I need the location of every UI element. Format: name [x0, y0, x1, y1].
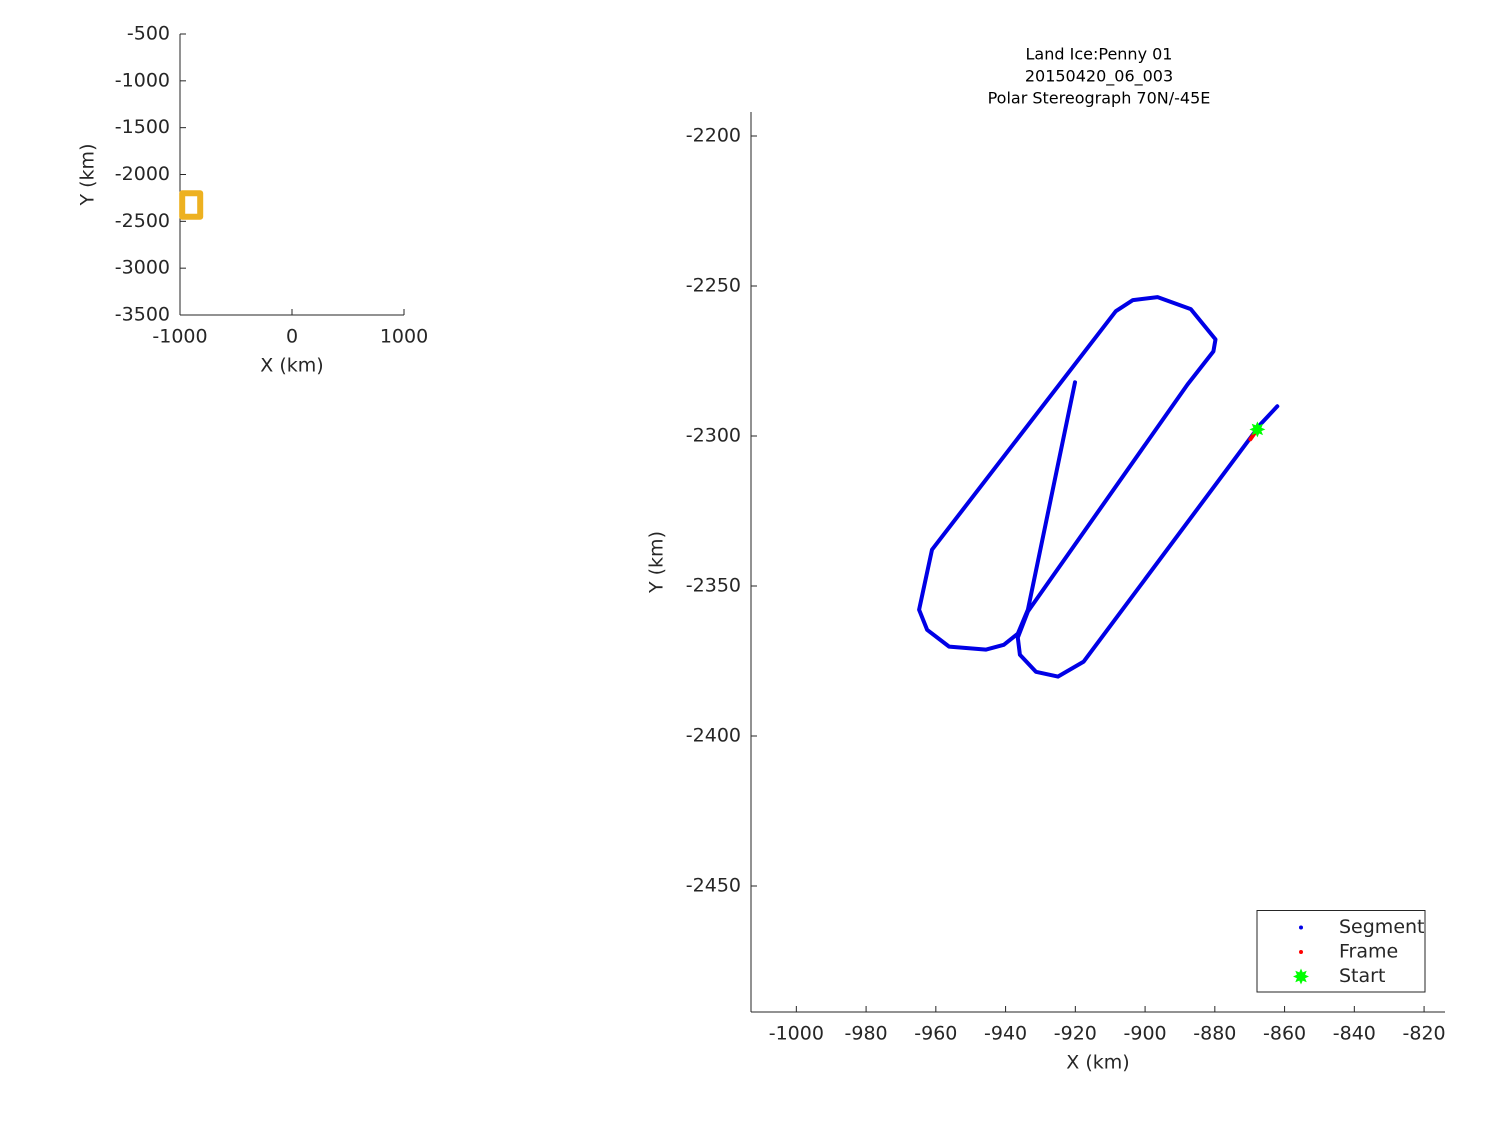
- y-tick-label: -2450: [686, 875, 741, 897]
- y-tick-label: -2250: [686, 275, 741, 297]
- track-line: [917, 295, 1280, 679]
- y-tick-label: -1500: [115, 116, 170, 138]
- x-tick-label: -900: [1124, 1023, 1167, 1045]
- x-axis-label: X (km): [1066, 1052, 1129, 1074]
- y-tick-label: -2300: [686, 425, 741, 447]
- y-tick-label: -2400: [686, 725, 741, 747]
- x-tick-label: -980: [845, 1023, 888, 1045]
- y-tick-label: -500: [127, 23, 170, 45]
- x-tick-label: -880: [1193, 1023, 1236, 1045]
- legend-marker: [1293, 968, 1309, 985]
- track-line: [179, 190, 204, 220]
- legend-label: Segment: [1339, 916, 1425, 938]
- x-tick-label: -960: [914, 1023, 957, 1045]
- x-tick-label: -1000: [152, 326, 207, 348]
- x-tick-label: -940: [984, 1023, 1027, 1045]
- y-tick-label: -2350: [686, 575, 741, 597]
- x-tick-label: -1000: [769, 1023, 824, 1045]
- chart-title: Polar Stereograph 70N/-45E: [988, 89, 1211, 108]
- plot: -1000 -980 -960 -940 -920 -900 -880 -860 -840 -82…: [646, 45, 1446, 1074]
- y-tick-label: -1000: [115, 69, 170, 91]
- legend-label: Start: [1339, 965, 1385, 987]
- x-tick-label: -840: [1333, 1023, 1376, 1045]
- y-tick-label: -2000: [115, 163, 170, 185]
- chart-title: 20150420_06_003: [1025, 67, 1173, 87]
- x-tick-label: -860: [1263, 1023, 1306, 1045]
- x-tick-label: -820: [1403, 1023, 1446, 1045]
- legend-marker: [1299, 950, 1303, 954]
- y-tick-label: -3000: [115, 257, 170, 279]
- y-axis-label: Y (km): [646, 531, 668, 594]
- legend-box: [1256, 910, 1426, 993]
- x-tick-label: 1000: [380, 326, 428, 348]
- y-tick-label: -2500: [115, 210, 170, 232]
- x-tick-label: -920: [1054, 1023, 1097, 1045]
- legend-marker: [1299, 925, 1303, 930]
- start-marker: [1249, 421, 1266, 438]
- plot: -1000 0 1000 -500 -1000 -1500 -2000 -2500 -3000 -…: [77, 23, 429, 377]
- x-tick-label: 0: [286, 326, 298, 348]
- y-tick-label: -2200: [686, 125, 741, 147]
- y-tick-label: -3500: [115, 304, 170, 326]
- x-axis-label: X (km): [260, 355, 323, 377]
- y-axis-label: Y (km): [77, 144, 99, 207]
- chart-title: Land Ice:Penny 01: [1026, 45, 1173, 64]
- legend-label: Frame: [1339, 941, 1398, 963]
